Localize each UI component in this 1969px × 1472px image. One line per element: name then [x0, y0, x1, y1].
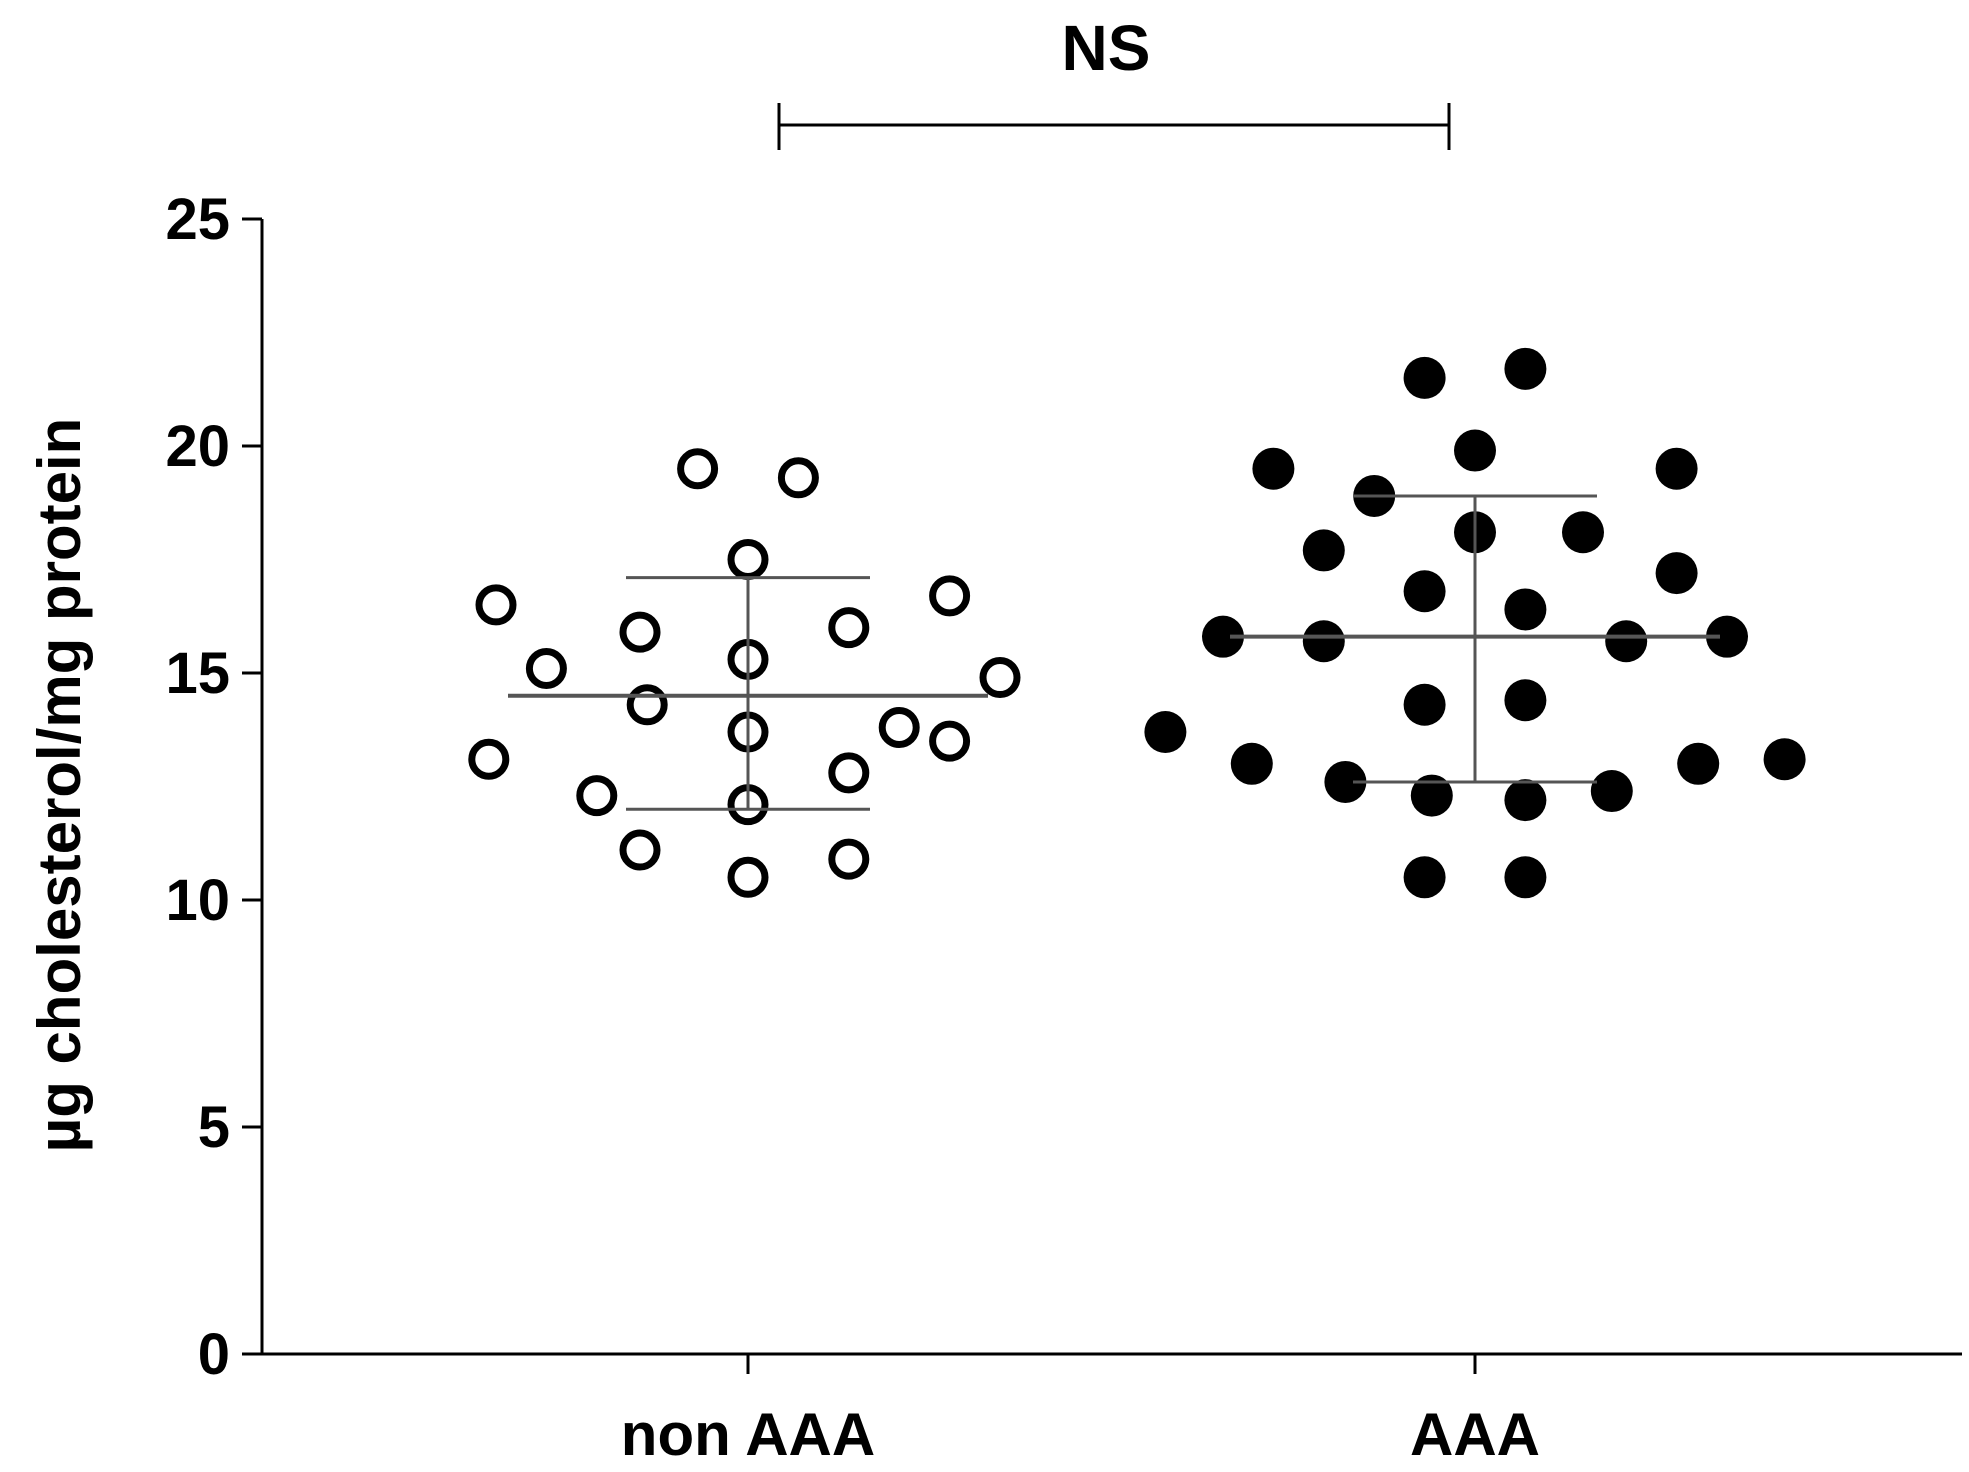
data-point-non-aaa — [777, 457, 819, 499]
y-tick-label: 20 — [165, 414, 230, 479]
data-point-non-aaa — [626, 684, 668, 726]
data-point-aaa — [1504, 779, 1547, 822]
data-point-non-aaa — [468, 738, 510, 780]
data-point-aaa — [1677, 742, 1720, 785]
data-point-aaa — [1454, 429, 1496, 472]
data-point-non-aaa — [929, 575, 971, 617]
y-tick-label: 10 — [165, 868, 230, 933]
data-point-non-aaa — [677, 448, 719, 490]
data-point-aaa — [1202, 615, 1244, 658]
data-point-aaa — [1403, 856, 1446, 899]
data-point-non-aaa — [525, 647, 567, 689]
y-tick-label: 5 — [198, 1095, 230, 1160]
axes — [260, 219, 1962, 1356]
y-tick-label: 0 — [198, 1322, 230, 1387]
data-marks — [468, 347, 1806, 899]
y-tick-label: 25 — [165, 187, 230, 252]
data-point-non-aaa — [475, 584, 517, 626]
data-point-aaa — [1706, 615, 1748, 658]
significance-label: NS — [1062, 12, 1151, 84]
mean-sd-bars — [508, 494, 1720, 811]
data-point-aaa — [1324, 760, 1367, 803]
data-point-non-aaa — [828, 607, 870, 649]
data-point-aaa — [1504, 588, 1547, 631]
x-axis-ticks: non AAA AAA — [621, 1354, 1540, 1468]
data-point-non-aaa — [828, 838, 870, 880]
data-point-aaa — [1763, 738, 1806, 781]
data-point-non-aaa — [828, 752, 870, 794]
significance-bracket: NS — [777, 12, 1451, 150]
data-point-aaa — [1590, 770, 1633, 813]
x-category-label: non AAA — [621, 1401, 875, 1468]
data-point-non-aaa — [619, 611, 661, 653]
data-point-aaa — [1504, 679, 1547, 722]
data-point-aaa — [1605, 620, 1648, 663]
data-point-aaa — [1504, 347, 1547, 390]
data-point-non-aaa — [727, 856, 769, 898]
data-point-aaa — [1562, 511, 1604, 554]
data-point-non-aaa — [979, 657, 1021, 699]
data-point-aaa — [1403, 570, 1446, 613]
data-point-aaa — [1403, 356, 1446, 399]
data-point-non-aaa — [929, 720, 971, 762]
data-point-aaa — [1230, 742, 1273, 785]
y-axis-label: µg cholesterol/mg protein — [26, 418, 93, 1153]
y-axis-ticks: 0 5 10 15 20 25 — [165, 187, 262, 1387]
y-tick-label: 15 — [165, 641, 230, 706]
data-point-non-aaa — [727, 539, 769, 580]
data-point-aaa — [1655, 447, 1698, 490]
data-point-aaa — [1252, 447, 1295, 490]
data-point-non-aaa — [619, 829, 661, 871]
data-point-aaa — [1403, 683, 1446, 726]
x-category-label: AAA — [1410, 1401, 1540, 1468]
data-point-non-aaa — [878, 706, 920, 748]
data-point-aaa — [1144, 711, 1187, 754]
data-point-aaa — [1410, 774, 1453, 817]
data-point-aaa — [1302, 529, 1345, 572]
data-point-aaa — [1655, 552, 1698, 595]
data-point-aaa — [1504, 856, 1547, 899]
data-point-aaa — [1302, 620, 1345, 663]
data-point-non-aaa — [576, 775, 618, 817]
